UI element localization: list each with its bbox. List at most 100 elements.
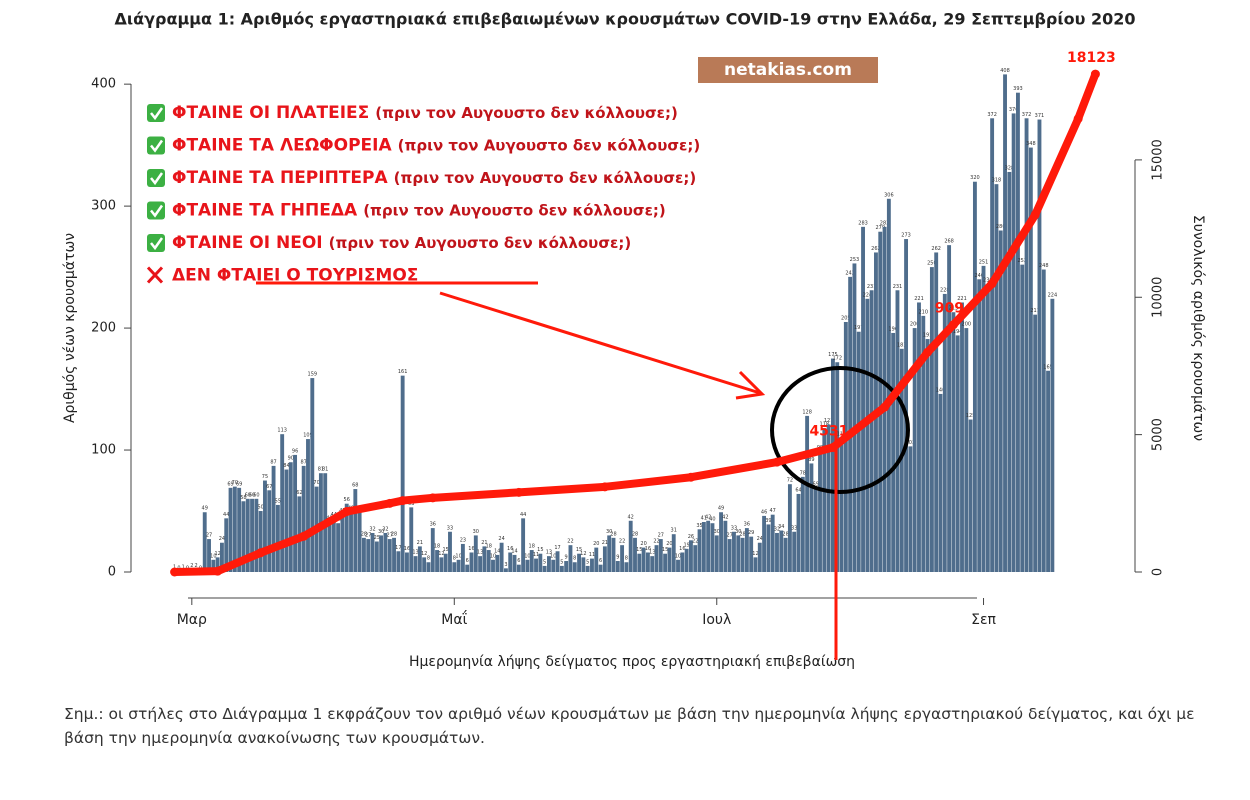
bar [839,437,844,572]
bar-value-label: 372 [987,112,997,118]
bar-value-label: 15 [636,547,642,553]
bar-value-label: 96 [292,448,298,454]
bar-value-label: 50 [257,505,263,511]
bar [1024,118,1029,572]
bar-value-label: 2 [190,563,193,569]
bar-value-label: 328 [1005,165,1015,171]
bar-value-label: 72 [787,478,793,484]
bar [951,312,956,572]
bar-value-label: 84 [283,463,289,469]
bar [981,265,986,572]
bar [641,547,646,572]
y2-axis-label: Συνολικός αριθμός κρουσμάτων [1190,215,1206,441]
bar-value-label: 10 [675,553,681,559]
claim-aside: (πριν τον Αυγουστο δεν κόλλουσε;) [363,201,666,219]
chart: Διάγραμμα 1: Αριθμός εργαστηριακά επιβεβ… [62,10,1206,671]
bar [211,559,216,572]
bar [396,551,401,572]
bar [960,302,964,572]
y-tick-label: 200 [91,321,116,336]
bar [856,331,861,572]
bar [293,454,298,572]
bar-value-label: 376 [1009,107,1019,113]
bar-value-label: 3 [504,562,507,568]
bar [688,540,693,572]
bar [787,484,792,572]
bar-value-label: 253 [850,257,860,263]
bar [994,184,999,572]
bar [542,565,547,572]
bar-value-label: 47 [770,508,776,514]
bar-value-label: 320 [970,175,980,181]
bar [495,554,500,572]
annotation: 4531 [809,424,848,440]
bar [202,512,207,572]
bar [555,551,560,572]
bar-value-label: 30 [378,529,384,535]
bar [460,543,465,572]
bar-value-label: 18 [529,544,535,550]
bar [714,535,719,572]
bar [491,559,495,572]
bar-value-label: 78 [800,470,806,476]
bar-value-label: 21 [417,540,423,546]
x-tick-label: Σεπ [971,612,996,628]
bar [387,539,392,572]
bar [224,518,229,572]
cumulative-point [772,457,782,467]
bar-value-label: 10 [455,553,461,559]
bar [762,515,767,572]
bar [740,537,745,572]
bar [697,529,702,572]
bar-value-label: 13 [412,550,418,556]
bar [1011,113,1016,572]
bar [232,486,237,572]
bar [508,552,513,572]
claim-title: ΦΤΑΙΝΕ ΟΙ ΝΕΟΙ [172,233,323,253]
bar [607,535,612,572]
bar-value-label: 22 [692,539,698,545]
y2-tick-label: 5000 [1151,418,1166,451]
bar-value-label: 280 [996,224,1006,230]
bar [908,446,913,572]
cumulative-point [600,482,610,492]
bar-value-label: 10 [490,553,496,559]
bar-value-label: 27 [365,533,371,539]
check-mark [150,139,164,153]
bar [1046,370,1051,572]
bar [241,501,246,572]
bar [934,252,939,572]
bar [331,518,336,572]
bar-value-label: 70 [313,480,319,486]
check-icon [147,169,165,187]
bar-value-label: 252 [1017,258,1027,264]
bar [925,339,930,572]
bar [237,487,242,572]
bar [676,559,680,572]
bar-value-label: 240 [974,273,984,279]
bar [465,564,470,572]
highlight-circle [770,366,910,494]
bar [723,520,728,572]
bar-value-label: 6 [517,558,520,564]
bar-value-label: 109 [303,433,313,439]
bar-value-label: 113 [277,428,287,434]
bar [633,537,637,572]
bar-value-label: 29 [748,530,754,536]
bar [783,537,788,572]
bar-value-label: 24 [757,536,763,542]
bar-value-label: 224 [1048,292,1058,298]
negation: ΔΕΝ ΦΤΑΙΕΙ Ο ΤΟΥΡΙΣΜΟΣ [172,266,418,286]
bar-value-label: 12 [438,551,444,557]
bar-value-label: 16 [404,546,410,552]
bar [1020,264,1025,572]
bar-value-label: 121 [824,418,834,424]
bar-value-label: 46 [761,509,767,515]
bar-value-label: 42 [628,514,634,520]
bar [452,562,457,572]
axes: 0 100 200 300 400 0 5000 10000 15000 Μαρ Μαΐ Ιουλ Σε… [91,77,1165,628]
bar [568,545,573,572]
bar-value-label: 318 [992,178,1002,184]
bar [275,504,280,572]
bar [947,245,952,572]
